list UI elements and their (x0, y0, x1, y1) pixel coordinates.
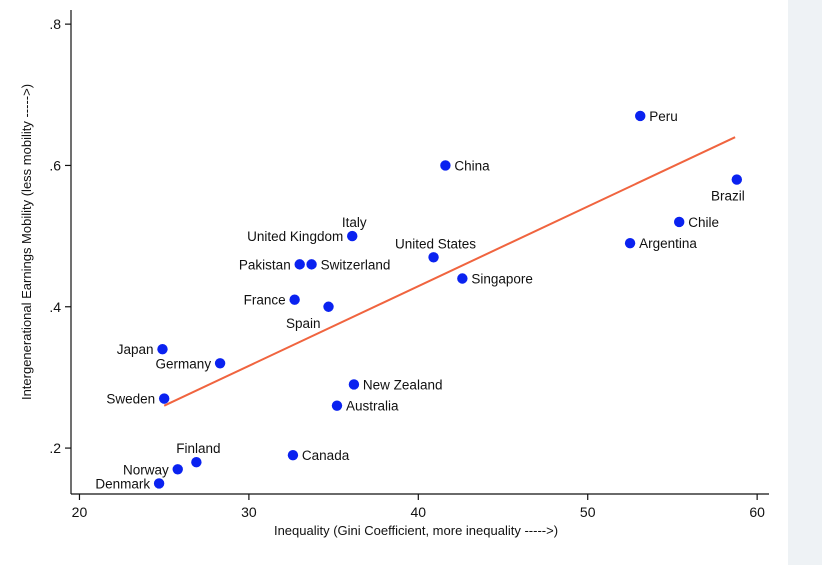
scatter-points (153, 110, 743, 489)
point-label: China (454, 158, 490, 173)
y-tick-label: .4 (49, 299, 61, 315)
data-point (635, 110, 646, 122)
data-point (289, 294, 300, 305)
point-label: Spain (286, 316, 321, 331)
data-point (731, 174, 743, 185)
point-label: Argentina (639, 236, 697, 251)
point-label: Singapore (471, 271, 533, 286)
point-label: Germany (156, 356, 212, 371)
data-point (172, 464, 183, 475)
y-tick-label: .8 (49, 16, 61, 32)
data-point (331, 400, 343, 411)
data-point (191, 457, 202, 468)
data-point (440, 160, 451, 171)
data-point (294, 259, 305, 270)
point-label: France (244, 293, 286, 308)
point-label: Finland (176, 441, 220, 456)
data-point (158, 393, 170, 404)
point-label: Peru (649, 109, 678, 124)
x-axis-title: Inequality (Gini Coefficient, more inequ… (274, 523, 558, 538)
data-point (428, 252, 439, 263)
point-label: Pakistan (239, 257, 291, 272)
x-tick-label: 50 (580, 504, 596, 520)
scatter-chart: 20 30 40 50 60 .2 .4 .6 .8 Peru China Brazil Chile… (19, 10, 769, 538)
data-point (347, 230, 358, 242)
point-label: Denmark (95, 476, 150, 491)
point-label: United Kingdom (247, 229, 343, 244)
y-tick-label: .6 (49, 157, 61, 173)
x-axis-ticks: 20 30 40 50 60 (72, 494, 765, 520)
point-label: Sweden (106, 392, 155, 407)
data-point (323, 301, 334, 312)
x-tick-label: 40 (411, 504, 427, 520)
data-point (214, 358, 226, 369)
x-tick-label: 30 (241, 504, 257, 520)
point-label: United States (395, 236, 476, 251)
point-label: New Zealand (363, 377, 443, 392)
data-point (348, 379, 360, 390)
data-point (306, 259, 317, 270)
point-label: Brazil (711, 189, 745, 204)
point-label: Italy (342, 215, 367, 230)
y-tick-label: .2 (49, 440, 61, 456)
point-label: Switzerland (321, 257, 391, 272)
data-point (457, 273, 468, 284)
point-label: Canada (302, 448, 350, 463)
data-point (674, 216, 685, 228)
data-point (287, 449, 299, 461)
point-label: Japan (117, 342, 154, 357)
data-point (157, 343, 168, 355)
data-point (624, 237, 636, 249)
x-tick-label: 60 (749, 504, 765, 520)
x-tick-label: 20 (72, 504, 88, 520)
data-point (153, 478, 165, 489)
side-strip (788, 0, 822, 565)
point-label: Australia (346, 399, 399, 414)
y-axis-ticks: .2 .4 .6 .8 (49, 16, 71, 456)
y-axis-title: Intergenerational Earnings Mobility (les… (19, 84, 34, 400)
point-label: Norway (123, 462, 169, 477)
fit-line (163, 136, 736, 407)
point-label: Chile (688, 215, 719, 230)
